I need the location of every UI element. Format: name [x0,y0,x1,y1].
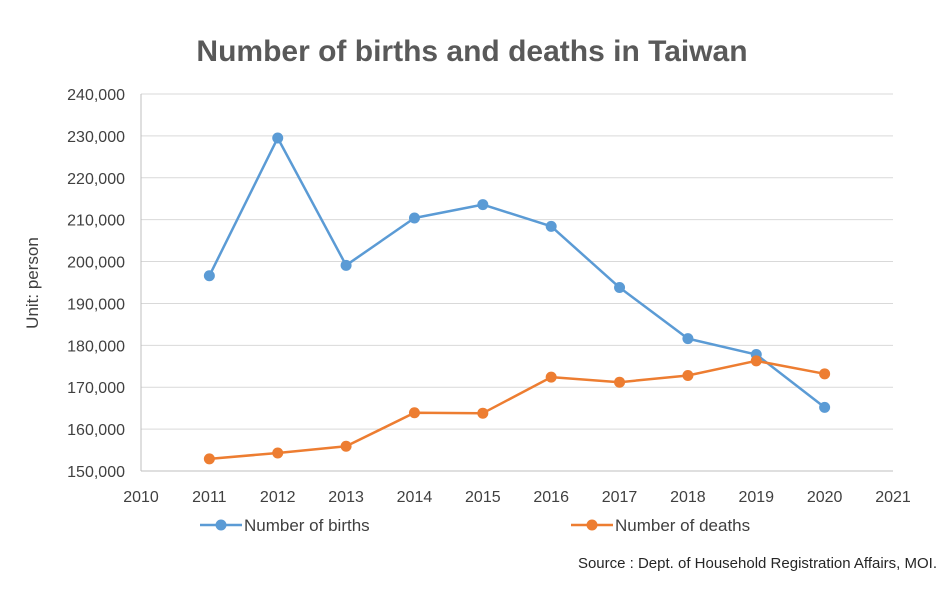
data-point [477,407,489,419]
legend: Number of births Number of deaths [200,516,750,535]
y-tick-label: 190,000 [67,296,125,313]
data-point [819,368,831,380]
data-point [272,132,284,144]
y-tick-label: 240,000 [67,87,125,104]
legend-item: Number of births [200,516,370,535]
x-axis-ticks: 2010 2011 2012 2013 2014 2015 2016 2017 2018 2019… [123,489,911,506]
legend-label: Number of births [244,516,370,535]
x-tick-label: 2010 [123,489,159,506]
y-axis-ticks: 150,000 160,000 170,000 180,000 190,000 200,0… [67,87,125,481]
data-point [614,282,626,294]
data-point [819,401,831,413]
x-tick-label: 2019 [738,489,774,506]
data-point [614,376,626,388]
data-point [203,270,215,282]
gridlines [140,93,893,472]
data-point [340,259,352,271]
data-point [340,440,352,452]
x-tick-label: 2017 [602,489,638,506]
x-tick-label: 2016 [533,489,569,506]
y-tick-label: 170,000 [67,380,125,397]
legend-marker [586,519,598,531]
y-tick-label: 160,000 [67,422,125,439]
y-tick-label: 230,000 [67,129,125,146]
legend-item: Number of deaths [571,516,750,535]
data-point [750,355,762,367]
x-tick-label: 2020 [807,489,843,506]
y-tick-label: 210,000 [67,213,125,230]
data-point [682,369,694,381]
series-line [209,359,825,461]
x-tick-label: 2011 [192,489,227,506]
data-point [545,220,557,232]
y-axis-label: Unit: person [23,237,42,329]
data-point [408,212,420,224]
x-tick-label: 2013 [328,489,364,506]
x-tick-label: 2012 [260,489,296,506]
series-line [208,136,826,409]
legend-marker [215,519,227,531]
data-point [203,453,215,465]
y-tick-label: 180,000 [67,338,125,355]
y-tick-label: 200,000 [67,255,125,272]
y-tick-label: 220,000 [67,171,125,188]
data-point [545,371,557,383]
x-tick-label: 2014 [397,489,433,506]
legend-label: Number of deaths [615,516,750,535]
data-point [682,333,694,345]
series-births [203,132,831,413]
chart-title: Number of births and deaths in Taiwan [196,35,747,68]
series-deaths [203,355,831,465]
series-layer [203,132,831,465]
x-tick-label: 2015 [465,489,501,506]
data-point [272,447,284,459]
data-point [408,407,420,419]
x-tick-label: 2021 [875,489,911,506]
source-note: Source : Dept. of Household Registration… [578,555,937,572]
data-point [477,199,489,211]
y-tick-label: 150,000 [67,464,125,481]
x-tick-label: 2018 [670,489,706,506]
